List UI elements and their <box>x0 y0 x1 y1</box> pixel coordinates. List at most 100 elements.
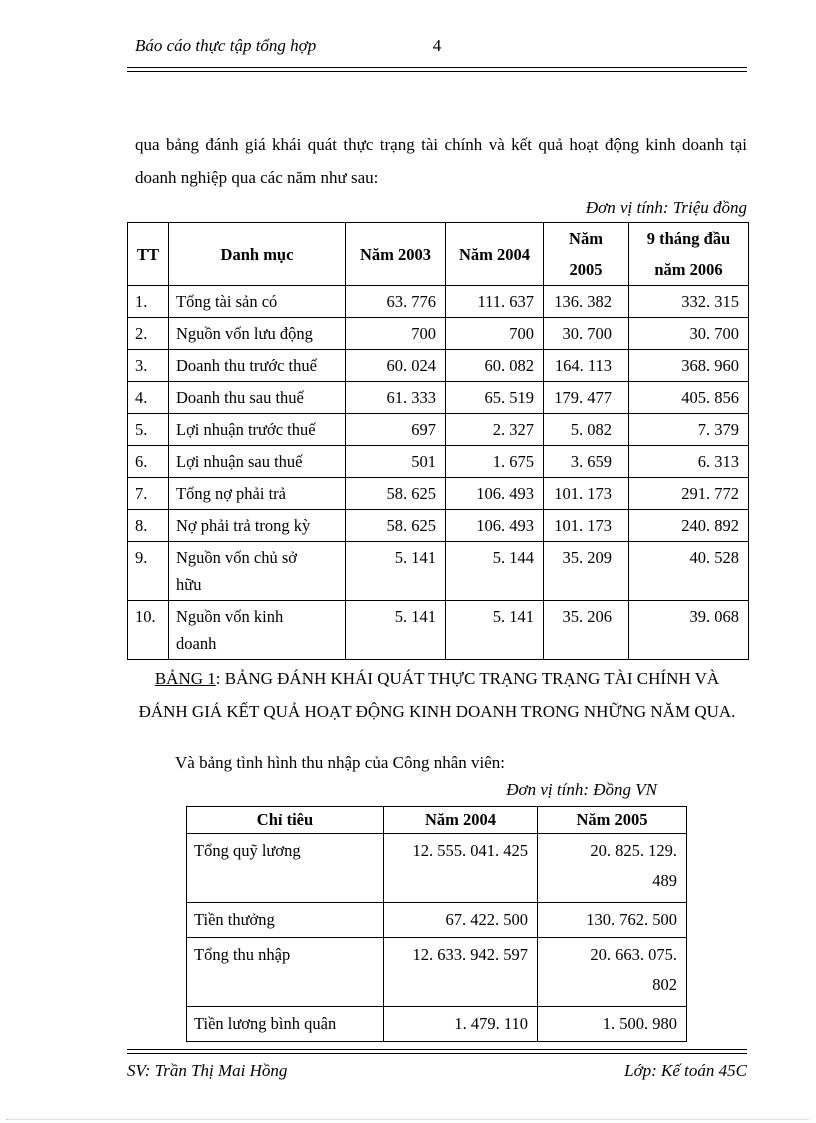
table-row: Tiền lương bình quân 1. 479. 110 1. 500. 9… <box>186 1006 687 1042</box>
table-cell: 12. 555. 041. 425 <box>383 833 538 903</box>
table-row: 8. Nợ phải trả trong kỳ 58. 625 106. 493 101… <box>127 509 749 542</box>
table-row: 3. Doanh thu trước thuế 60. 024 60. 082 164.… <box>127 349 749 382</box>
table-cell: 58. 625 <box>345 477 446 510</box>
table-row: 5. Lợi nhuận trước thuế 697 2. 327 5. 082 7. … <box>127 413 749 446</box>
table-cell: 2. <box>127 317 169 350</box>
table-cell: 700 <box>345 317 446 350</box>
page-boundary-dotted-line <box>6 1119 810 1120</box>
table-cell: 101. 173 <box>543 477 629 510</box>
table-cell: Tổng tài sản có <box>168 285 346 318</box>
table-row: 7. Tổng nợ phải trả 58. 625 106. 493 101. 17… <box>127 477 749 510</box>
table-cell: 10. <box>127 600 169 660</box>
table1-unit-note: Đơn vị tính: Triệu đồng <box>585 198 747 217</box>
table-cell: 40. 528 <box>628 541 749 601</box>
table-cell: 130. 762. 500 <box>537 902 687 938</box>
table-row: 9. Nguồn vốn chủ sở hữu 5. 141 5. 144 35. 20… <box>127 541 749 601</box>
table-cell: 63. 776 <box>345 285 446 318</box>
table-cell: 5. 082 <box>543 413 629 446</box>
table-cell: 5. 141 <box>345 541 446 601</box>
table-cell: Tiền thưởng <box>186 902 384 938</box>
table-cell: 501 <box>345 445 446 478</box>
table-row: 1. Tổng tài sản có 63. 776 111. 637 136. 382… <box>127 285 749 318</box>
table-header-cell: TT <box>127 222 169 286</box>
table-cell: 291. 772 <box>628 477 749 510</box>
table-cell: Nguồn vốn chủ sở hữu <box>168 541 346 601</box>
table-cell: 136. 382 <box>543 285 629 318</box>
table1-caption: BẢNG 1: BẢNG ĐÁNH KHÁI QUÁT THỰC TRẠNG T… <box>127 662 747 728</box>
footer-rule <box>127 1049 747 1054</box>
table-cell: 9. <box>127 541 169 601</box>
table-cell: 58. 625 <box>345 509 446 542</box>
table-cell: Tiền lương bình quân <box>186 1006 384 1042</box>
page-content: Báo cáo thực tập tổng hợp 4 qua bảng đán… <box>127 0 749 1042</box>
table-cell: 39. 068 <box>628 600 749 660</box>
table-cell: 35. 206 <box>543 600 629 660</box>
table-cell: 106. 493 <box>445 477 544 510</box>
table-cell: 1. 500. 980 <box>537 1006 687 1042</box>
table-cell: 5. <box>127 413 169 446</box>
table-cell: 111. 637 <box>445 285 544 318</box>
table-cell: 65. 519 <box>445 381 544 414</box>
table-header-cell: Chỉ tiêu <box>186 806 384 834</box>
table-cell: 101. 173 <box>543 509 629 542</box>
table-cell: 8. <box>127 509 169 542</box>
financial-summary-table: TT Danh mục Năm 2003 Năm 2004 Năm 2005 9… <box>127 222 749 660</box>
table-row: 4. Doanh thu sau thuế 61. 333 65. 519 179. 4… <box>127 381 749 414</box>
table-cell: 405. 856 <box>628 381 749 414</box>
table2-unit-note: Đơn vị tính: Đồng VN <box>506 780 657 799</box>
running-header: Báo cáo thực tập tổng hợp 4 <box>127 36 747 58</box>
table-cell: 60. 082 <box>445 349 544 382</box>
table-cell: 1. <box>127 285 169 318</box>
table-cell: Nguồn vốn lưu động <box>168 317 346 350</box>
table-header-cell: Năm 2004 <box>383 806 538 834</box>
table-cell: 5. 141 <box>345 600 446 660</box>
table-cell: 7. <box>127 477 169 510</box>
table-cell: Nguồn vốn kinh doanh <box>168 600 346 660</box>
table-cell: 67. 422. 500 <box>383 902 538 938</box>
table-header-cell: Danh mục <box>168 222 346 286</box>
page-footer: SV: Trần Thị Mai Hồng Lớp: Kế toán 45C <box>127 1040 747 1081</box>
table-header-cell: Năm 2005 <box>537 806 687 834</box>
table-cell: 4. <box>127 381 169 414</box>
table-header-cell: Năm 2004 <box>445 222 544 286</box>
table-cell: 164. 113 <box>543 349 629 382</box>
table-cell: Nợ phải trả trong kỳ <box>168 509 346 542</box>
page-number: 4 <box>432 36 442 55</box>
table-cell: 5. 141 <box>445 600 544 660</box>
table-row: Tổng quỹ lương 12. 555. 041. 425 20. 825. … <box>186 833 687 903</box>
table-header-cell: Năm 2003 <box>345 222 446 286</box>
table-cell: Tổng thu nhập <box>186 937 384 1007</box>
table-cell: Doanh thu sau thuế <box>168 381 346 414</box>
table-cell: 1. 479. 110 <box>383 1006 538 1042</box>
table1-body: 1. Tổng tài sản có 63. 776 111. 637 136. 382… <box>127 285 749 660</box>
table-header-row: Chỉ tiêu Năm 2004 Năm 2005 <box>186 806 687 834</box>
table-cell: 60. 024 <box>345 349 446 382</box>
table-cell: 700 <box>445 317 544 350</box>
income-intro-text: Và bảng tình hình thu nhập của Công nhân… <box>175 753 506 772</box>
table-row: 10. Nguồn vốn kinh doanh 5. 141 5. 141 35. 2… <box>127 600 749 660</box>
table-cell: 697 <box>345 413 446 446</box>
table-cell: 61. 333 <box>345 381 446 414</box>
table-cell: 3. <box>127 349 169 382</box>
footer-student-name: SV: Trần Thị Mai Hồng <box>127 1061 288 1080</box>
table-header-cell: Năm 2005 <box>543 222 629 286</box>
footer-class-name: Lớp: Kế toán 45C <box>624 1061 747 1080</box>
table-cell: 332. 315 <box>628 285 749 318</box>
table-row: Tiền thưởng 67. 422. 500 130. 762. 500 <box>186 902 687 938</box>
table-cell: 5. 144 <box>445 541 544 601</box>
table-row: Tổng thu nhập 12. 633. 942. 597 20. 663. 0… <box>186 937 687 1007</box>
employee-income-table: Chỉ tiêu Năm 2004 Năm 2005 Tổng quỹ lươn… <box>186 806 687 1042</box>
table-cell: 12. 633. 942. 597 <box>383 937 538 1007</box>
table1-head: TT Danh mục Năm 2003 Năm 2004 Năm 2005 9… <box>127 222 749 286</box>
footer-row: SV: Trần Thị Mai Hồng Lớp: Kế toán 45C <box>127 1061 747 1081</box>
table-cell: 240. 892 <box>628 509 749 542</box>
table2-body: Tổng quỹ lương 12. 555. 041. 425 20. 825. … <box>186 833 687 1042</box>
table-cell: Lợi nhuận trước thuế <box>168 413 346 446</box>
running-header-title: Báo cáo thực tập tổng hợp <box>135 36 317 55</box>
intro-paragraph: qua bảng đánh giá khái quát thực trạng t… <box>135 135 747 187</box>
table2-head: Chỉ tiêu Năm 2004 Năm 2005 <box>186 806 687 834</box>
table1-caption-label: BẢNG 1 <box>154 669 216 688</box>
table-cell: Doanh thu trước thuế <box>168 349 346 382</box>
table-cell: 1. 675 <box>445 445 544 478</box>
